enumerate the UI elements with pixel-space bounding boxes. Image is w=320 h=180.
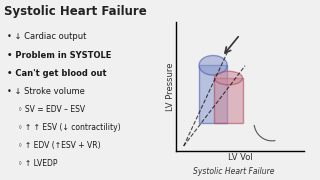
Text: • ↓ Cardiac output: • ↓ Cardiac output — [7, 32, 86, 41]
Text: Systolic Heart Failure: Systolic Heart Failure — [4, 5, 146, 18]
Text: • Can't get blood out: • Can't get blood out — [7, 69, 107, 78]
Text: ◦ SV = EDV – ESV: ◦ SV = EDV – ESV — [18, 105, 85, 114]
Text: ◦ ↑ ↑ ESV (↓ contractility): ◦ ↑ ↑ ESV (↓ contractility) — [18, 123, 120, 132]
Bar — [214, 78, 243, 123]
Text: • Problem in SYSTOLE: • Problem in SYSTOLE — [7, 51, 111, 60]
Text: ◦ ↑ LVEDP: ◦ ↑ LVEDP — [18, 159, 57, 168]
Text: • ↓ Stroke volume: • ↓ Stroke volume — [7, 87, 85, 96]
Text: Systolic Heart Failure: Systolic Heart Failure — [193, 167, 274, 176]
X-axis label: LV Vol: LV Vol — [228, 153, 252, 162]
Text: ◦ ↑ EDV (↑ESV + VR): ◦ ↑ EDV (↑ESV + VR) — [18, 141, 100, 150]
Ellipse shape — [199, 55, 227, 75]
Y-axis label: LV Pressure: LV Pressure — [166, 62, 175, 111]
Ellipse shape — [214, 71, 243, 85]
Bar — [199, 65, 227, 123]
